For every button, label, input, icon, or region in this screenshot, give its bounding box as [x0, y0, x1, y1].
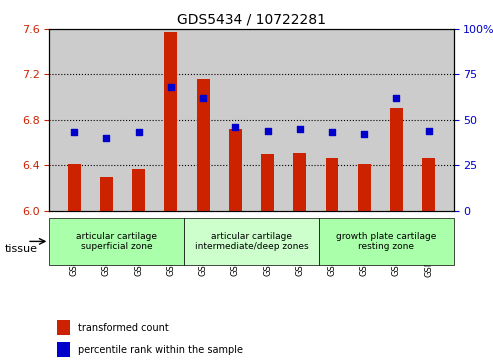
Point	[392, 95, 400, 101]
Bar	[261, 154, 274, 211]
Point	[135, 130, 142, 135]
Point	[231, 124, 239, 130]
Point	[70, 130, 78, 135]
Text: articular cartilage
intermediate/deep zones: articular cartilage intermediate/deep zo…	[195, 232, 308, 251]
Point	[199, 95, 207, 101]
Text: percentile rank within the sample: percentile rank within the sample	[77, 345, 243, 355]
Point	[360, 131, 368, 137]
Point	[103, 135, 110, 141]
Text: growth plate cartilage
resting zone: growth plate cartilage resting zone	[336, 232, 436, 251]
Bar	[68, 164, 80, 211]
Point	[264, 128, 272, 134]
FancyBboxPatch shape	[49, 218, 184, 265]
Bar	[358, 164, 371, 211]
Bar	[197, 79, 210, 211]
Point	[296, 126, 304, 132]
Bar	[423, 158, 435, 211]
Text: articular cartilage
superficial zone: articular cartilage superficial zone	[76, 232, 157, 251]
Point	[167, 84, 175, 90]
Bar	[325, 158, 339, 211]
Bar	[293, 153, 306, 211]
Bar	[100, 176, 113, 211]
Text: tissue: tissue	[5, 244, 38, 254]
Title: GDS5434 / 10722281: GDS5434 / 10722281	[177, 12, 326, 26]
FancyBboxPatch shape	[184, 218, 319, 265]
Bar	[390, 109, 403, 211]
FancyBboxPatch shape	[319, 218, 454, 265]
Bar	[164, 32, 177, 211]
Bar	[229, 129, 242, 211]
Point	[425, 128, 433, 134]
Text: transformed count: transformed count	[77, 323, 168, 333]
Bar	[57, 342, 70, 357]
Bar	[57, 320, 70, 335]
Bar	[132, 168, 145, 211]
Point	[328, 130, 336, 135]
